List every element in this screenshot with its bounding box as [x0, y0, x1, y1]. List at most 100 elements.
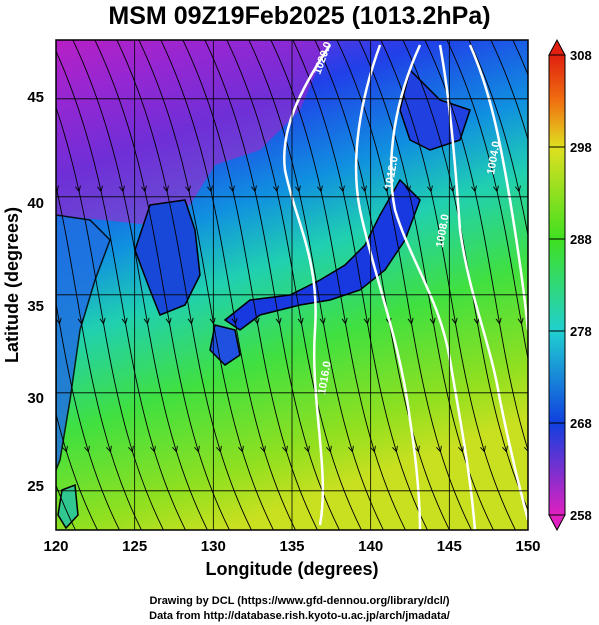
streamline-arrow [163, 185, 169, 193]
streamline [56, 184, 142, 530]
streamline-arrow [449, 185, 455, 193]
streamline-arrow [282, 445, 288, 453]
isobar-1008 [438, 44, 528, 521]
x-tick-label: 150 [515, 538, 540, 555]
x-axis: 120 125 130 135 140 145 150 [43, 538, 540, 555]
streamline [292, 40, 428, 530]
streamline-arrow [383, 185, 389, 193]
streamline-arrow [517, 317, 524, 325]
streamline-arrow [75, 185, 81, 193]
streamline [56, 411, 98, 530]
streamline [72, 40, 208, 530]
x-tick-label: 140 [358, 538, 383, 555]
honshu [223, 178, 421, 331]
y-tick-label: 35 [27, 298, 44, 315]
streamline-arrow [304, 445, 310, 453]
streamline-arrow [341, 317, 348, 325]
streamline-arrow [253, 317, 260, 325]
streamline-arrow [405, 185, 411, 193]
streamline [314, 40, 450, 530]
streamline-arrow [348, 445, 354, 453]
korean-peninsula [134, 199, 201, 316]
china-coast [56, 214, 111, 471]
streamline-arrow [361, 185, 367, 193]
streamline-arrow [275, 317, 282, 325]
colorbar-tick-label: 288 [570, 232, 592, 247]
y-axis: 25 30 35 40 45 [27, 89, 44, 495]
streamline-arrow [238, 445, 244, 453]
y-tick-label: 30 [27, 390, 44, 407]
streamline-arrow [590, 446, 595, 452]
streamline-arrow [31, 186, 36, 192]
colorbar-tick-label: 268 [570, 416, 592, 431]
streamline-arrow [436, 445, 442, 453]
isobar-1004 [468, 44, 528, 331]
streamline [56, 50, 186, 530]
streamline-arrow [56, 317, 62, 325]
taiwan [57, 483, 79, 530]
x-tick-label: 120 [43, 538, 68, 555]
streamline-arrow [407, 317, 414, 325]
streamline-arrow [473, 317, 480, 325]
streamline [226, 40, 362, 530]
streamline [116, 40, 252, 530]
streamline-arrow [581, 186, 586, 192]
streamline-arrow [540, 318, 545, 324]
streamline-arrow [231, 317, 238, 325]
streamline-arrow [427, 185, 433, 193]
streamline-arrow [216, 445, 222, 453]
isobar-label-1004: 1004.0 [485, 140, 503, 175]
isobar-label-1016: 1016.0 [316, 360, 334, 395]
streamline-arrow [106, 445, 112, 453]
x-axis-label: Longitude (degrees) [205, 559, 378, 579]
streamline-arrow [363, 317, 370, 325]
y-axis-label: Latitude (degrees) [2, 207, 22, 363]
streamline-arrow [185, 185, 191, 193]
plot-area: 1020.0 1016.0 1012.0 1008.0 1004.0 [31, 40, 595, 530]
isobar-1016 [354, 44, 422, 530]
colorbar-tick-label: 278 [570, 324, 592, 339]
streamline [138, 40, 274, 530]
streamline-arrow [471, 185, 477, 193]
streamline-arrow [77, 317, 84, 325]
streamline [248, 40, 384, 530]
streamline [380, 40, 516, 530]
streamline-arrow [194, 445, 200, 453]
x-tick-label: 135 [279, 538, 304, 555]
colorbar: 308 298 288 278 268 258 [548, 38, 592, 532]
streamline-arrow [150, 445, 156, 453]
streamline-arrow [584, 318, 589, 324]
streamline-arrow [251, 185, 257, 193]
streamline-arrow [97, 185, 103, 193]
streamline-arrow [537, 186, 542, 192]
x-tick-label: 130 [201, 538, 226, 555]
streamline-arrow [326, 445, 332, 453]
streamline-arrow [319, 317, 326, 325]
streamline-arrow [84, 445, 90, 453]
streamline-arrow [143, 317, 150, 325]
streamline-arrow [165, 317, 172, 325]
streamline [490, 40, 528, 142]
lat-lon-grid [56, 40, 528, 530]
x-tick-label: 125 [122, 538, 147, 555]
streamline-arrow [495, 317, 502, 325]
streamline-arrow [458, 445, 464, 453]
streamline [56, 106, 164, 530]
streamline-arrow [502, 445, 508, 453]
streamline [424, 40, 528, 452]
y-tick-label: 40 [27, 195, 44, 212]
streamline [160, 40, 296, 530]
streamline-arrow [414, 445, 420, 453]
plot-frame [55, 39, 529, 531]
y-tick-label: 45 [27, 89, 44, 106]
kyushu [209, 324, 241, 366]
isobar-1012 [389, 44, 477, 530]
colorbar-tick-label: 258 [570, 508, 592, 523]
streamline-arrow [128, 445, 134, 453]
streamline [446, 40, 528, 362]
streamline-arrow [339, 185, 345, 193]
streamline-arrow [317, 185, 323, 193]
streamline-arrow [260, 445, 266, 453]
streamline-arrow [99, 317, 106, 325]
